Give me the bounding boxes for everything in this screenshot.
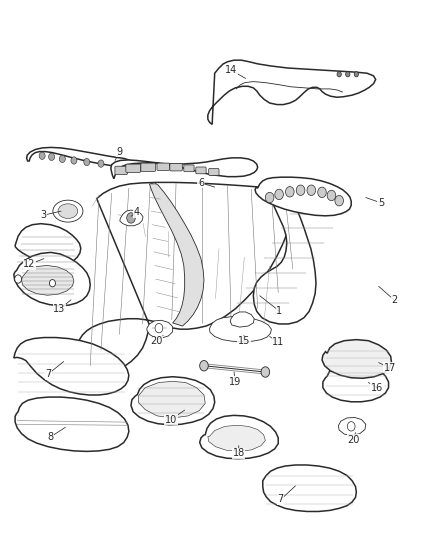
Polygon shape — [149, 183, 204, 326]
Circle shape — [327, 190, 336, 201]
Polygon shape — [208, 425, 265, 451]
Circle shape — [337, 71, 341, 77]
FancyBboxPatch shape — [184, 165, 194, 172]
FancyBboxPatch shape — [170, 164, 182, 171]
Circle shape — [354, 71, 358, 77]
Circle shape — [286, 187, 294, 197]
Circle shape — [335, 196, 343, 206]
Circle shape — [347, 422, 355, 431]
Polygon shape — [147, 320, 173, 338]
Polygon shape — [230, 312, 254, 327]
Text: 5: 5 — [378, 198, 384, 208]
Text: 16: 16 — [371, 383, 383, 393]
FancyBboxPatch shape — [115, 166, 127, 175]
Circle shape — [15, 275, 21, 283]
Circle shape — [127, 213, 135, 223]
Polygon shape — [200, 415, 278, 459]
FancyBboxPatch shape — [208, 168, 219, 175]
Text: 12: 12 — [23, 260, 35, 269]
Circle shape — [346, 71, 350, 77]
Text: 20: 20 — [151, 336, 163, 346]
Circle shape — [307, 185, 315, 196]
Text: 2: 2 — [391, 295, 397, 305]
Circle shape — [318, 187, 326, 198]
Text: 7: 7 — [278, 495, 284, 504]
Circle shape — [49, 153, 55, 160]
Text: 9: 9 — [117, 147, 123, 157]
Polygon shape — [78, 182, 293, 371]
Text: 13: 13 — [53, 304, 65, 314]
FancyBboxPatch shape — [196, 167, 206, 174]
Circle shape — [39, 152, 45, 159]
Circle shape — [296, 185, 305, 196]
Circle shape — [84, 158, 90, 166]
Polygon shape — [27, 148, 131, 167]
Polygon shape — [138, 382, 205, 418]
Circle shape — [275, 189, 283, 200]
FancyBboxPatch shape — [141, 163, 155, 172]
Circle shape — [59, 155, 65, 163]
Circle shape — [71, 157, 77, 164]
Polygon shape — [14, 253, 90, 306]
Text: 10: 10 — [165, 415, 177, 425]
Polygon shape — [21, 265, 74, 295]
Text: 17: 17 — [384, 363, 396, 373]
Text: 6: 6 — [198, 178, 204, 188]
FancyBboxPatch shape — [126, 164, 141, 173]
Polygon shape — [209, 317, 272, 342]
Polygon shape — [323, 363, 389, 402]
Text: 15: 15 — [238, 336, 250, 346]
Polygon shape — [15, 397, 129, 451]
Polygon shape — [338, 417, 366, 435]
Polygon shape — [15, 224, 81, 265]
Circle shape — [49, 279, 56, 287]
Text: 8: 8 — [48, 432, 54, 442]
Polygon shape — [208, 60, 376, 124]
Text: 11: 11 — [272, 337, 284, 347]
Text: 19: 19 — [229, 377, 241, 387]
Circle shape — [200, 360, 208, 371]
Polygon shape — [131, 377, 215, 425]
Text: 14: 14 — [225, 65, 237, 75]
Ellipse shape — [58, 204, 78, 219]
Text: 1: 1 — [276, 306, 282, 316]
FancyBboxPatch shape — [157, 163, 170, 171]
Text: 4: 4 — [134, 207, 140, 217]
Polygon shape — [111, 158, 258, 179]
Circle shape — [155, 324, 163, 333]
Text: 3: 3 — [40, 211, 46, 220]
Circle shape — [261, 367, 270, 377]
Text: 18: 18 — [233, 448, 245, 458]
Polygon shape — [14, 337, 129, 395]
Polygon shape — [120, 210, 143, 226]
Polygon shape — [322, 340, 392, 378]
Ellipse shape — [53, 200, 83, 222]
Polygon shape — [255, 177, 351, 216]
Polygon shape — [263, 465, 357, 512]
Text: 7: 7 — [45, 369, 51, 379]
Circle shape — [98, 160, 104, 167]
Polygon shape — [253, 189, 316, 324]
Text: 20: 20 — [347, 435, 360, 445]
Circle shape — [265, 192, 274, 203]
